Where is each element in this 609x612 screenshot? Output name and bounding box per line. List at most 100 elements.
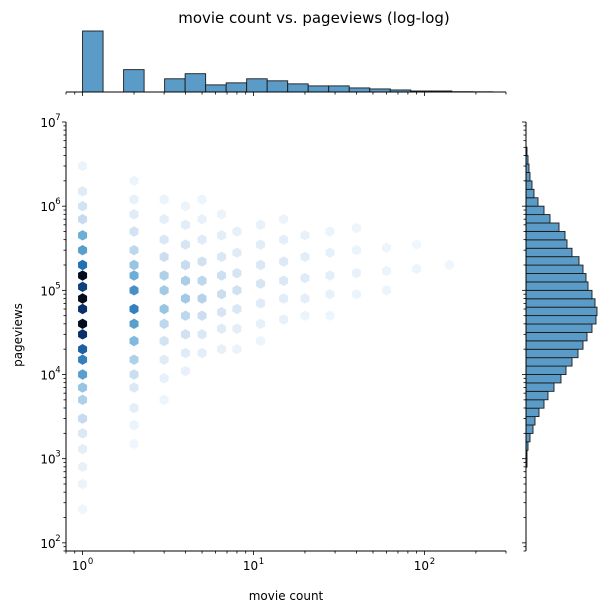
hexbin-cell xyxy=(217,251,227,263)
y-marginal-bar xyxy=(525,315,597,325)
x-tick-exponent: 0 xyxy=(88,557,93,567)
hexbin-cell xyxy=(129,402,139,414)
hexbin-cell xyxy=(256,259,266,271)
hexbin-cell xyxy=(78,214,88,225)
hexbin-cell xyxy=(78,369,88,380)
hexbin-cell xyxy=(180,329,190,340)
hexbin-cell xyxy=(78,186,88,197)
hexbin-cell xyxy=(129,175,139,187)
hexbin-cell xyxy=(325,247,335,258)
y-tick-label: 10 xyxy=(40,537,55,551)
hexbin-cell xyxy=(159,194,169,205)
hexbin-cell xyxy=(325,226,335,237)
hexbin-cell xyxy=(78,329,88,340)
x-marginal-bar xyxy=(287,83,309,93)
hexbin-cell xyxy=(256,335,266,347)
hexbin-cell xyxy=(180,219,190,231)
y-marginal-bar xyxy=(525,180,533,190)
x-marginal-bar xyxy=(82,30,104,93)
y-marginal-bar xyxy=(525,323,593,333)
hexbin-cell xyxy=(78,160,88,172)
hexbin-cell xyxy=(129,303,139,315)
x-tick-label: 10 xyxy=(72,559,87,573)
hexbin-cell xyxy=(197,194,207,205)
y-marginal-bar xyxy=(525,298,596,308)
hexbin-cell xyxy=(129,226,139,237)
hexbin-cell xyxy=(197,347,207,359)
hexbin-cell xyxy=(300,293,310,304)
x-tick-label: 10 xyxy=(414,559,429,573)
hexbin-cell xyxy=(78,413,88,424)
x-marginal-bar xyxy=(205,84,227,93)
hexbin-cell xyxy=(159,354,169,365)
hexbin-cell xyxy=(78,394,88,406)
hexbin-cell xyxy=(232,285,242,296)
hexbin-cell xyxy=(300,310,310,321)
hexbin-cell xyxy=(279,314,289,325)
hexbin-cell xyxy=(180,239,190,250)
hexbin-cell xyxy=(197,293,207,304)
hexbin-cell xyxy=(78,382,88,393)
y-marginal-bar xyxy=(525,306,598,317)
hexbin-cell xyxy=(256,318,266,330)
hexbin-cell xyxy=(129,209,139,220)
hexbin-cell xyxy=(217,306,227,318)
y-tick-exponent: 6 xyxy=(55,197,60,207)
hexbin-cell xyxy=(159,285,169,296)
hexbin-cell xyxy=(78,478,88,490)
y-marginal-bar xyxy=(525,374,562,384)
hexbin-cell xyxy=(129,382,139,393)
y-marginal-bar xyxy=(525,197,539,207)
hexbin-cell xyxy=(197,256,207,267)
y-marginal-bar xyxy=(525,188,535,199)
hexbin-cell xyxy=(412,239,422,250)
hexbin-cell xyxy=(78,230,88,241)
y-tick-label: 10 xyxy=(40,284,55,298)
x-tick-label: 10 xyxy=(243,559,258,573)
hexbin-cell xyxy=(325,270,335,281)
hexbin-cell xyxy=(232,323,242,334)
y-tick-label: 10 xyxy=(40,200,55,214)
hexbin-cell xyxy=(78,354,88,365)
hexbin-cell xyxy=(382,242,392,254)
hexbin-cell xyxy=(159,234,169,245)
hexbin-cell xyxy=(129,270,139,281)
y-marginal-bar xyxy=(525,407,540,418)
y-tick-label: 10 xyxy=(40,116,55,130)
hexbin-cell xyxy=(232,226,242,237)
hexbin-cell xyxy=(78,461,88,473)
hexbin-cell xyxy=(78,443,88,455)
hexbin-cell xyxy=(197,329,207,340)
y-marginal-bar xyxy=(525,424,534,434)
hexbin-cell xyxy=(78,343,88,355)
hexbin-cell xyxy=(78,293,88,304)
hexbin-cell xyxy=(300,251,310,263)
hexbin-cell xyxy=(129,419,139,431)
y-marginal-bar xyxy=(525,432,531,443)
y-marginal-bar xyxy=(525,273,587,283)
hexbin-cell xyxy=(159,394,169,406)
x-tick-exponent: 2 xyxy=(430,557,435,567)
x-marginal-bar xyxy=(123,69,145,93)
hexbin-cell xyxy=(300,230,310,241)
y-marginal-bar xyxy=(525,239,568,249)
hexbin-cell xyxy=(129,194,139,205)
hexbin-cells xyxy=(78,160,454,515)
hexbin-cell xyxy=(217,270,227,281)
hexbin-cell xyxy=(159,214,169,225)
y-marginal-bar xyxy=(525,247,573,258)
hexbin-cell xyxy=(180,310,190,321)
x-marginal-bar xyxy=(348,87,371,93)
y-marginal-histogram xyxy=(525,122,598,551)
hexbin-cell xyxy=(279,275,289,286)
y-marginal-bar xyxy=(525,390,549,401)
hexbin-cell xyxy=(232,343,242,355)
hexbin-cell xyxy=(159,251,169,263)
x-marginal-histogram xyxy=(66,30,506,93)
y-marginal-bar xyxy=(525,348,579,359)
x-marginal-bar xyxy=(164,78,186,93)
hexbin-cell xyxy=(217,323,227,334)
hexbin-cell xyxy=(78,504,88,515)
x-marginal-bar xyxy=(307,85,330,93)
